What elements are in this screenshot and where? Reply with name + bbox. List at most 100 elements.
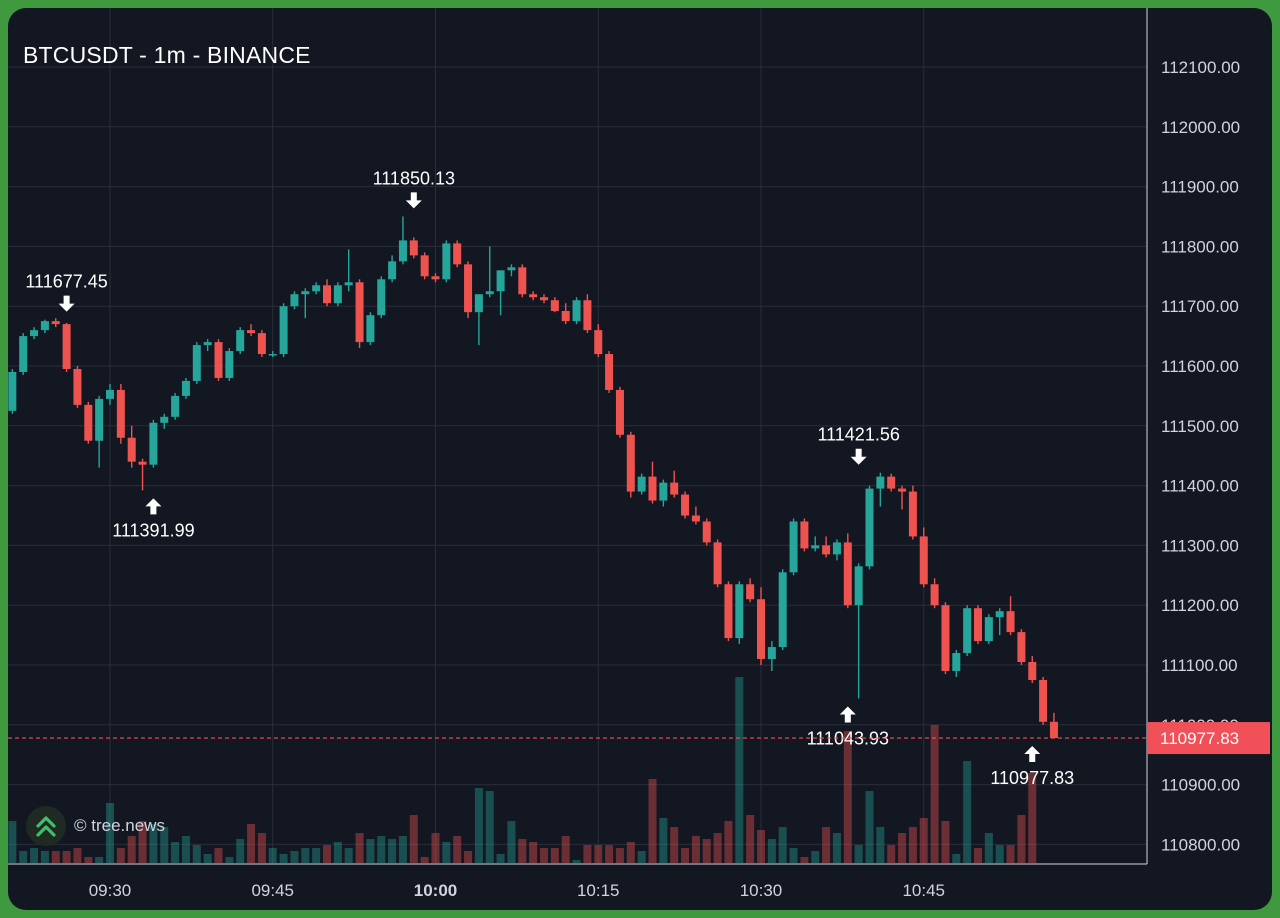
candle-body — [30, 330, 39, 337]
high-annotation-label: 111677.45 — [25, 272, 107, 292]
volume-bar — [464, 851, 473, 863]
volume-bar — [984, 833, 993, 863]
candlestick-chart[interactable]: 112100.00 112000.00 111900.00 111800.00 1117… — [8, 8, 1272, 910]
candle-body — [464, 264, 473, 313]
volume-bar — [832, 833, 841, 863]
volume-bar — [952, 854, 961, 863]
arrow-down-icon — [850, 448, 867, 465]
candle-body — [19, 336, 28, 372]
volume-bar — [496, 854, 505, 863]
volume-bar — [149, 824, 158, 863]
volume-bar — [995, 845, 1004, 863]
candle-body — [214, 342, 223, 378]
volume-bar — [963, 761, 972, 863]
candle-body — [290, 294, 299, 307]
candle-body — [366, 315, 375, 343]
volume-bar — [138, 821, 147, 863]
volume-bar — [268, 848, 277, 863]
candle-body — [572, 300, 581, 322]
candle-body — [138, 461, 147, 465]
volume-bar — [160, 827, 169, 863]
candle-body — [247, 330, 256, 334]
volume-bar — [854, 845, 863, 863]
y-tick-label: 111500.00 — [1161, 417, 1239, 436]
candle-body — [529, 294, 538, 298]
candle-body — [355, 282, 364, 343]
candle-body — [605, 354, 614, 390]
candle-body — [887, 476, 896, 489]
arrow-down-icon — [405, 192, 422, 209]
arrow-up-icon — [1024, 746, 1041, 763]
candle-body — [474, 294, 483, 313]
volume-bar — [626, 842, 635, 863]
volume-bar — [930, 725, 939, 863]
volume-bar — [1017, 815, 1026, 863]
volume-bar — [724, 821, 733, 863]
candle-body — [854, 566, 863, 606]
volume-bar — [529, 842, 538, 863]
volume-bar — [919, 818, 928, 863]
volume-bar — [116, 848, 125, 863]
volume-bar — [550, 848, 559, 863]
candle-body — [181, 380, 190, 396]
candle-body — [344, 282, 353, 286]
volume-bar — [366, 839, 375, 863]
y-tick-label: 111100.00 — [1161, 656, 1238, 675]
candle-body — [312, 285, 321, 292]
candle-body — [681, 494, 690, 516]
volume-bar — [572, 860, 581, 863]
candle-body — [323, 285, 331, 304]
volume-bar — [767, 839, 776, 863]
volume-bar — [583, 845, 592, 863]
candle-body — [203, 342, 212, 346]
volume-bar — [735, 677, 744, 863]
volume-bar — [746, 815, 755, 863]
volume-bar — [95, 857, 104, 863]
volume-bar — [19, 851, 28, 863]
x-tick-label: 10:30 — [740, 881, 783, 900]
candle-body — [51, 321, 60, 325]
y-tick-label: 111400.00 — [1161, 477, 1239, 496]
candle-body — [843, 542, 852, 606]
x-tick-label: 09:30 — [89, 881, 132, 900]
candle-body — [420, 255, 429, 277]
candle-body — [919, 536, 928, 585]
candle-body — [963, 608, 972, 654]
candles — [8, 216, 1058, 739]
y-tick-label: 110900.00 — [1161, 776, 1240, 795]
volume-bar — [323, 845, 331, 863]
candle-body — [388, 261, 397, 280]
candle-body — [160, 416, 169, 423]
candle-body — [301, 291, 310, 295]
y-tick-label: 111700.00 — [1161, 297, 1239, 316]
volume-bar — [355, 833, 364, 863]
candle-body — [648, 476, 657, 501]
volume-bar — [214, 848, 223, 863]
y-tick-label: 111900.00 — [1161, 178, 1239, 197]
candle-body — [398, 240, 407, 262]
volume-bar — [236, 839, 245, 863]
candle-body — [724, 584, 733, 639]
y-tick-label: 112000.00 — [1161, 118, 1240, 137]
volume-bar — [279, 854, 288, 863]
candle-body — [702, 521, 711, 543]
candle-body — [767, 647, 776, 660]
volume-bar — [637, 851, 646, 863]
volume-bar — [192, 845, 201, 863]
candle-body — [40, 321, 49, 331]
volume-bar — [594, 845, 603, 863]
high-annotation-label: 111421.56 — [817, 425, 899, 445]
arrow-down-icon — [58, 295, 75, 312]
volume-bar — [257, 833, 266, 863]
candle-body — [1049, 721, 1058, 739]
y-tick-label: 111300.00 — [1161, 536, 1239, 555]
symbol-title: BTCUSDT - 1m - BINANCE — [23, 42, 311, 68]
candle-body — [908, 491, 917, 537]
candle-body — [540, 297, 548, 301]
volume-bar — [605, 845, 614, 863]
candle-body — [626, 434, 635, 492]
volume-bar — [507, 821, 516, 863]
volume-bar — [615, 848, 624, 863]
candle-body — [171, 395, 180, 417]
last-price-line: 110977.83 — [8, 722, 1270, 755]
